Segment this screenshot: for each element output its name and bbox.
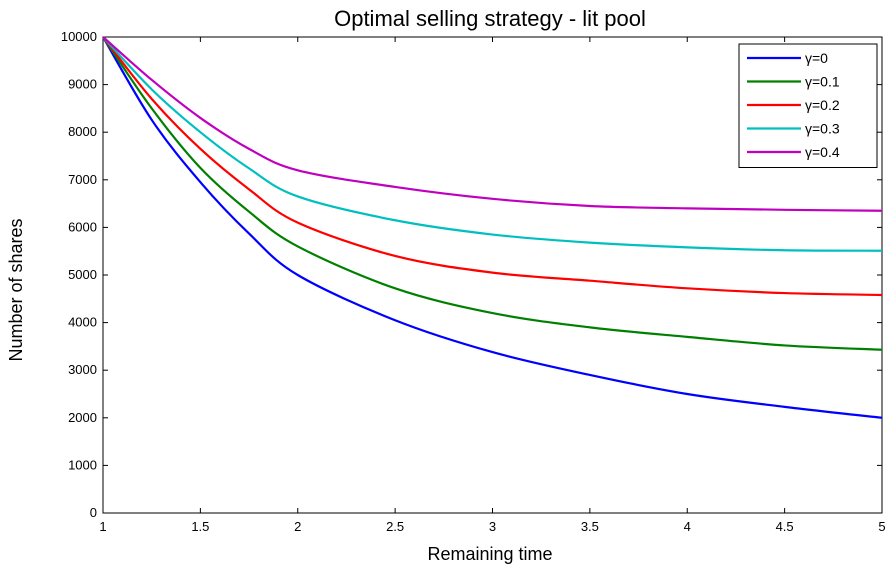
x-tick-label: 4: [684, 519, 691, 534]
legend-entry: γ=0: [805, 50, 828, 66]
y-tick-label: 0: [90, 505, 97, 520]
y-tick-label: 7000: [68, 172, 97, 187]
plot-area: 1 1.5 2 2.5 3 3.5 4 4.5 5 0 1000 2000 3000 4000 5000 60…: [61, 29, 886, 534]
x-tick-label: 1.5: [191, 519, 209, 534]
chart-title: Optimal selling strategy - lit pool: [334, 6, 646, 31]
x-tick-label: 1: [99, 519, 106, 534]
series-line-4: [102, 36, 883, 212]
legend-entry: γ=0.2: [805, 97, 840, 113]
legend: γ=0 γ=0.1 γ=0.2 γ=0.3 γ=0.4: [738, 43, 878, 168]
y-tick-label: 3000: [68, 362, 97, 377]
y-tick-label: 8000: [68, 124, 97, 139]
series-line-0: [102, 36, 883, 419]
legend-entry: γ=0.1: [805, 74, 840, 90]
x-tick-label: 2.5: [386, 519, 404, 534]
series-line-3: [102, 36, 883, 252]
y-tick-label: 6000: [68, 219, 97, 234]
y-tick-label: 4000: [68, 315, 97, 330]
y-axis-label: Number of shares: [6, 218, 26, 361]
x-axis-label: Remaining time: [427, 544, 552, 564]
series-line-2: [102, 36, 883, 297]
legend-entry: γ=0.4: [805, 144, 840, 160]
y-tick-label: 10000: [61, 29, 97, 44]
y-tick-label: 5000: [68, 267, 97, 282]
x-tick-label: 2: [294, 519, 301, 534]
series-line-1: [102, 36, 883, 351]
x-tick-label: 3.5: [581, 519, 599, 534]
y-tick-label: 2000: [68, 410, 97, 425]
legend-entry: γ=0.3: [805, 121, 840, 137]
y-tick-label: 9000: [68, 77, 97, 92]
x-tick-label: 3: [489, 519, 496, 534]
x-tick-label: 4.5: [776, 519, 794, 534]
y-tick-label: 1000: [68, 457, 97, 472]
x-tick-label: 5: [878, 519, 885, 534]
